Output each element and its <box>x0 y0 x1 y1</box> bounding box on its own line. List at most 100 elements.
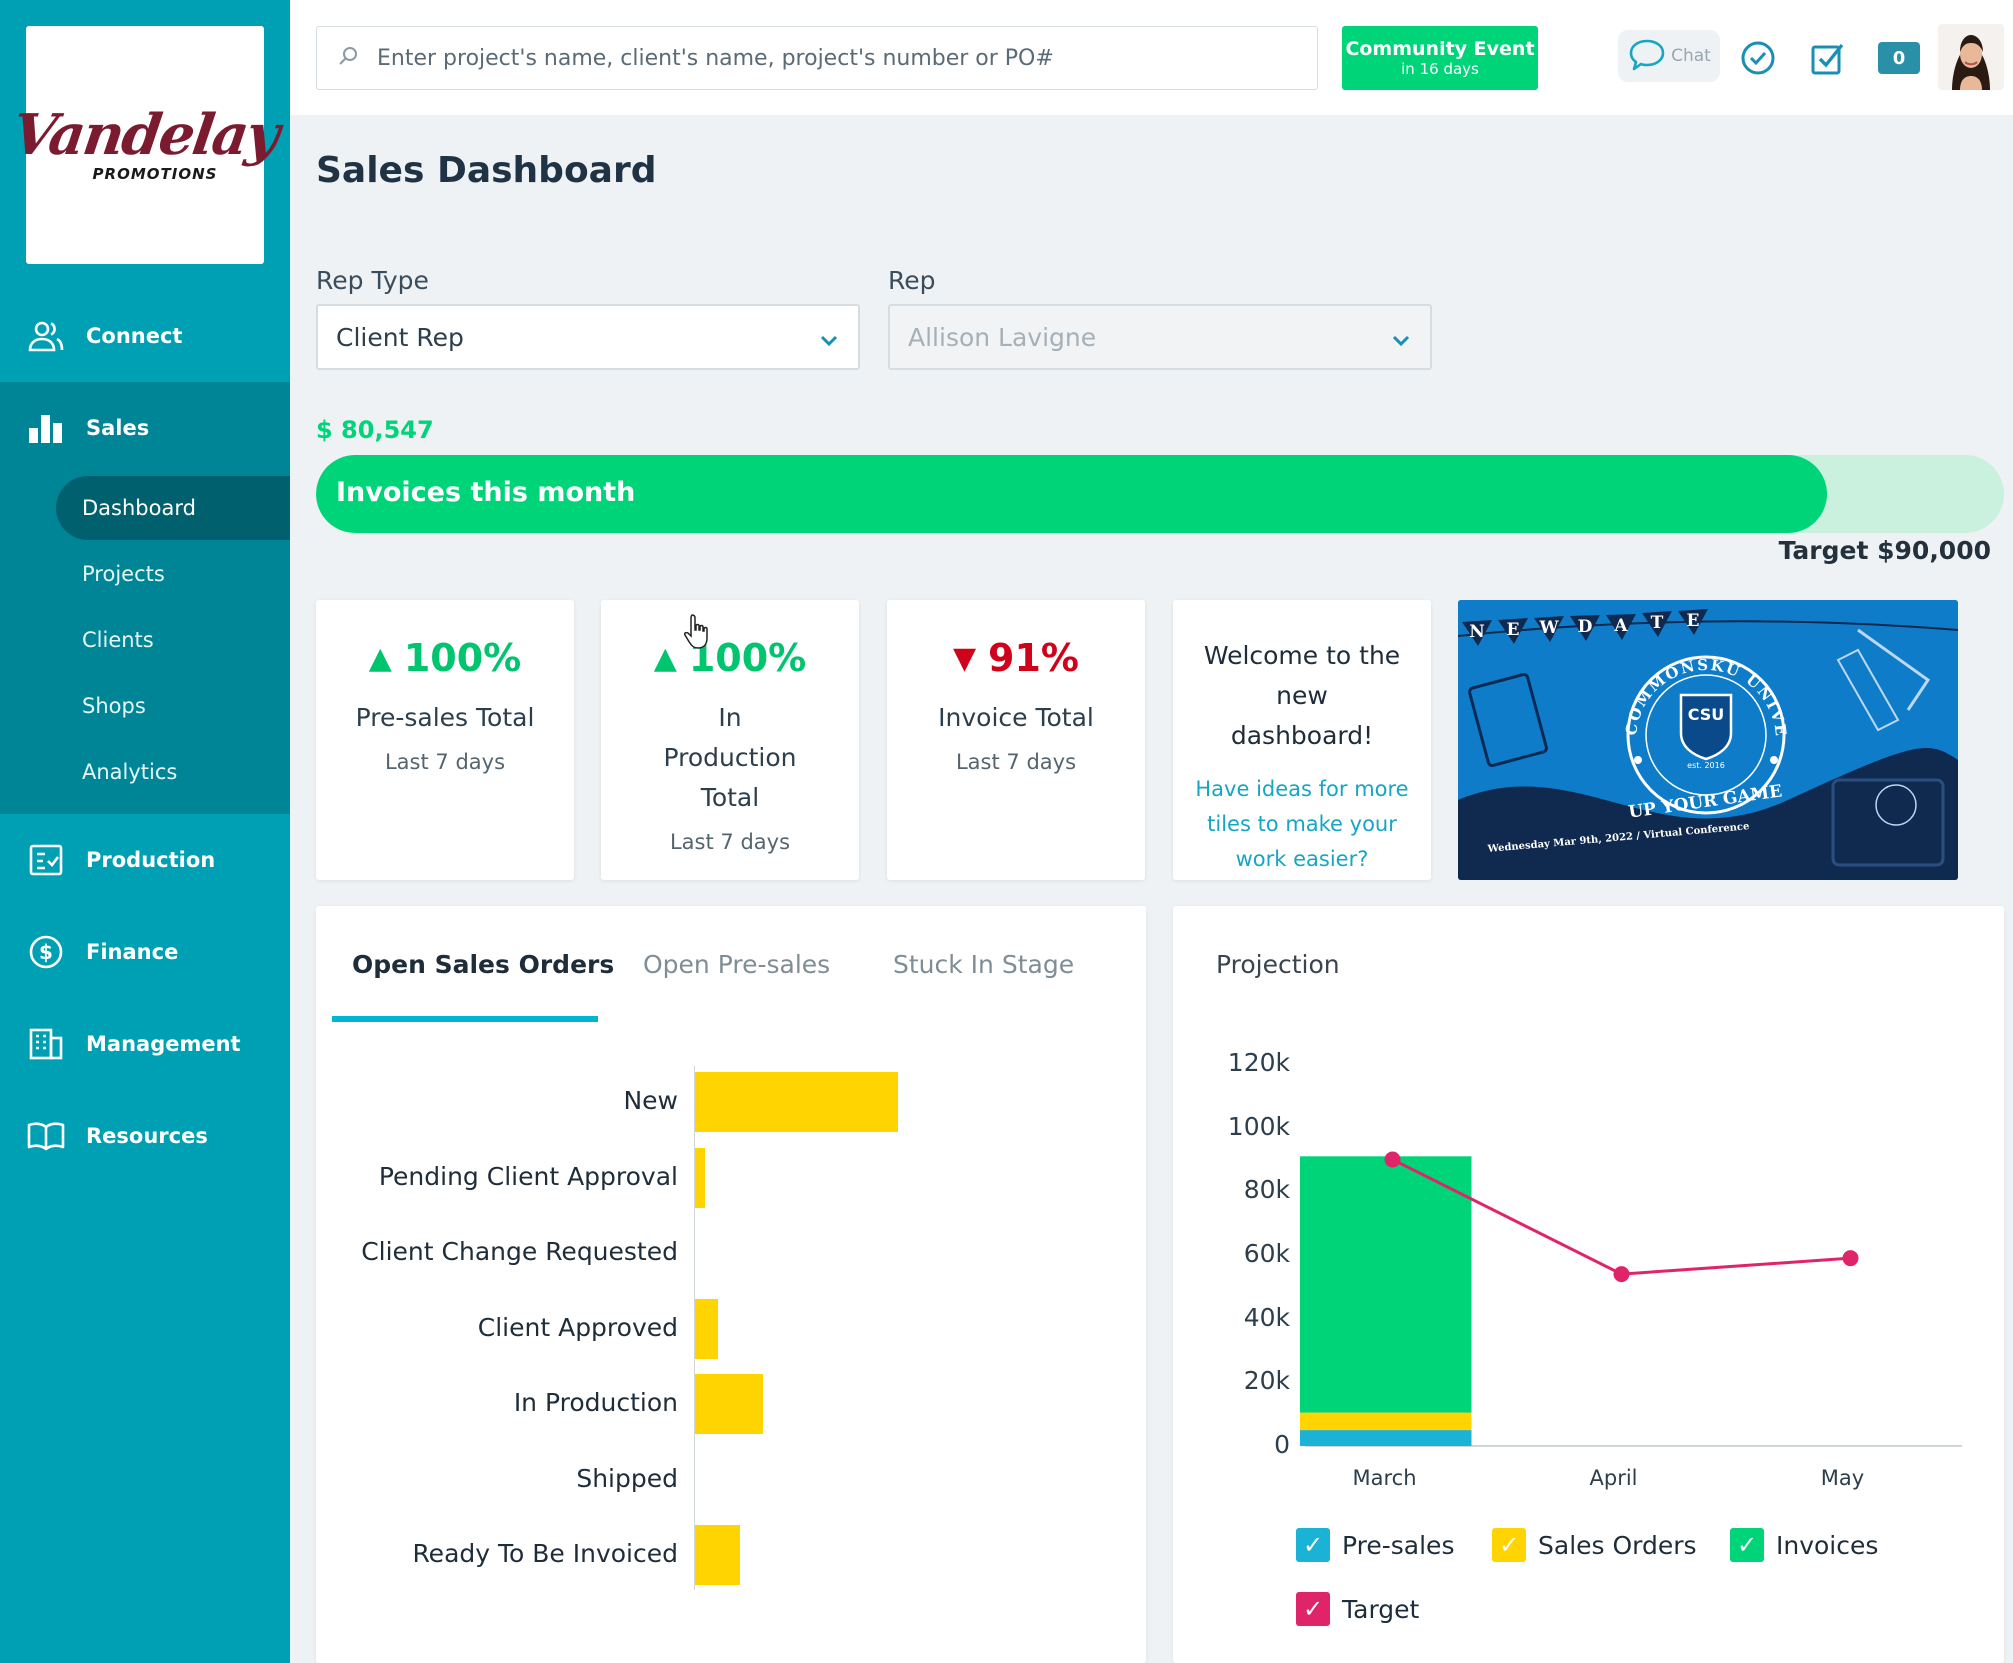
nav-production-label: Production <box>86 848 216 872</box>
x-tick-label: March <box>1352 1466 1417 1490</box>
tile-pct: 100% <box>688 636 807 680</box>
logo-sub-text: PROMOTIONS <box>92 165 218 183</box>
nav-connect-label: Connect <box>86 324 183 348</box>
chat-bubble-icon <box>1629 39 1665 71</box>
rep-type-value: Client Rep <box>336 322 464 352</box>
bar-category-label: Shipped <box>576 1463 678 1493</box>
event-title: Community Event <box>1345 38 1535 60</box>
search-input[interactable] <box>377 45 1277 71</box>
nav-management[interactable]: Management <box>0 998 290 1090</box>
bar-category-label: New <box>623 1086 678 1115</box>
tab-stuck-in-stage[interactable]: Stuck In Stage <box>893 950 1075 979</box>
subnav-shops[interactable]: Shops <box>82 694 146 718</box>
tile-pct: 91% <box>988 636 1080 680</box>
tile-presales-total[interactable]: ▲ 100% Pre-sales Total Last 7 days <box>316 600 574 880</box>
community-event-button[interactable]: Community Event in 16 days <box>1342 26 1538 90</box>
order-stage-bar[interactable] <box>695 1525 741 1585</box>
nav-finance[interactable]: $ Finance <box>0 906 290 998</box>
banner-letter: D <box>1578 617 1593 637</box>
subnav-analytics[interactable]: Analytics <box>82 760 178 784</box>
bar-category-label: Client Approved <box>477 1312 678 1342</box>
page-title: Sales Dashboard <box>316 150 657 191</box>
tile-welcome: Welcome to the new dashboard! Have ideas… <box>1173 600 1431 880</box>
nav-production[interactable]: Production <box>0 814 290 906</box>
trend-down-icon: ▼ <box>952 640 977 676</box>
banner-letter: T <box>1651 613 1664 633</box>
legend-sales-orders[interactable]: ✓ Sales Orders <box>1492 1528 1697 1562</box>
nav-connect[interactable]: Connect <box>0 290 290 382</box>
checkbox-checked-icon[interactable]: ✓ <box>1296 1528 1330 1562</box>
tab-open-presales[interactable]: Open Pre-sales <box>643 950 831 979</box>
search-box[interactable] <box>316 26 1318 90</box>
subnav-projects[interactable]: Projects <box>82 562 165 586</box>
bar-category-label: In Production <box>513 1388 678 1417</box>
building-icon <box>26 1026 66 1062</box>
banner-letter: E <box>1687 611 1700 631</box>
welcome-feedback-link[interactable]: Have ideas for more tiles to make your w… <box>1195 777 1409 871</box>
users-icon <box>26 318 66 354</box>
rep-select[interactable]: Allison Lavigne <box>888 304 1432 370</box>
notification-badge[interactable]: 0 <box>1878 42 1920 74</box>
target-point[interactable] <box>1842 1250 1859 1267</box>
rep-value: Allison Lavigne <box>908 322 1097 352</box>
bar-chart-icon <box>26 410 66 446</box>
legend-label: Pre-sales <box>1342 1530 1455 1560</box>
tile-period: Last 7 days <box>384 750 506 774</box>
projection-bar-segment[interactable] <box>1300 1430 1472 1446</box>
y-tick-label: 60k <box>1243 1239 1290 1268</box>
legend-presales[interactable]: ✓ Pre-sales <box>1296 1528 1454 1562</box>
task-check-icon[interactable] <box>1808 38 1848 78</box>
banner-letter: A <box>1613 616 1628 636</box>
y-tick-label: 80k <box>1243 1175 1290 1205</box>
checkbox-checked-icon[interactable]: ✓ <box>1492 1528 1526 1562</box>
welcome-title: Welcome to the new dashboard! <box>1203 641 1401 750</box>
chat-label: Chat <box>1671 46 1711 66</box>
clock-check-icon[interactable] <box>1738 38 1778 78</box>
nav-resources-label: Resources <box>86 1124 208 1148</box>
trend-up-icon: ▲ <box>653 640 677 676</box>
nav-sales[interactable]: Sales <box>0 382 290 474</box>
x-tick-label: May <box>1820 1466 1865 1490</box>
tile-in-production-total[interactable]: ▲ 100% In Production Total Last 7 days <box>601 600 859 880</box>
tile-period: Last 7 days <box>955 750 1077 774</box>
company-logo[interactable]: Vandelay PROMOTIONS <box>8 26 282 264</box>
banner-est-text: est. 2016 <box>1687 761 1725 770</box>
subnav-clients[interactable]: Clients <box>82 628 154 652</box>
order-stage-bar[interactable] <box>695 1374 763 1434</box>
order-stage-bar[interactable] <box>695 1147 705 1208</box>
tile-pct: 100% <box>403 636 522 680</box>
legend-target[interactable]: ✓ Target <box>1296 1592 1419 1626</box>
tab-open-sales-orders[interactable]: Open Sales Orders <box>352 950 615 979</box>
nav-resources[interactable]: Resources <box>0 1090 290 1182</box>
banner-crest-text: CSU <box>1688 705 1725 724</box>
checkbox-checked-icon[interactable]: ✓ <box>1730 1528 1764 1562</box>
order-stage-bar[interactable] <box>695 1298 718 1359</box>
sales-nav-group <box>0 382 290 814</box>
logo-script-text: Vandelay <box>8 102 282 168</box>
chevron-down-icon <box>818 328 840 357</box>
rep-type-select[interactable]: Client Rep <box>316 304 860 370</box>
orders-chart-axis <box>694 1066 695 1590</box>
projection-bar-segment[interactable] <box>1300 1156 1472 1413</box>
projection-bar-segment[interactable] <box>1300 1412 1472 1431</box>
new-date-banner[interactable]: N E W D A T E COMMONSKU UNIVERSITY CSU e… <box>1458 600 1958 880</box>
projection-chart <box>1300 1151 1962 1447</box>
tile-period: Last 7 days <box>669 830 791 854</box>
subnav-dashboard[interactable]: Dashboard <box>56 476 290 540</box>
banner-letter: E <box>1507 620 1520 640</box>
legend-invoices[interactable]: ✓ Invoices <box>1730 1528 1878 1562</box>
order-stage-bar[interactable] <box>695 1072 899 1132</box>
chat-button[interactable]: Chat <box>1618 30 1720 82</box>
banner-letter: W <box>1538 618 1559 638</box>
trend-up-icon: ▲ <box>368 640 392 676</box>
legend-label: Target <box>1342 1594 1420 1624</box>
user-avatar[interactable] <box>1938 24 2004 90</box>
tile-invoice-total[interactable]: ▼ 91% Invoice Total Last 7 days <box>887 600 1145 880</box>
tile-name: Invoice Total <box>938 703 1094 732</box>
checkbox-checked-icon[interactable]: ✓ <box>1296 1592 1330 1626</box>
bar-category-label: Pending Client Approval <box>378 1161 678 1191</box>
active-tab-indicator <box>332 1016 598 1022</box>
target-point[interactable] <box>1384 1151 1401 1168</box>
hand-cursor-icon <box>684 612 714 656</box>
target-point[interactable] <box>1613 1266 1630 1283</box>
